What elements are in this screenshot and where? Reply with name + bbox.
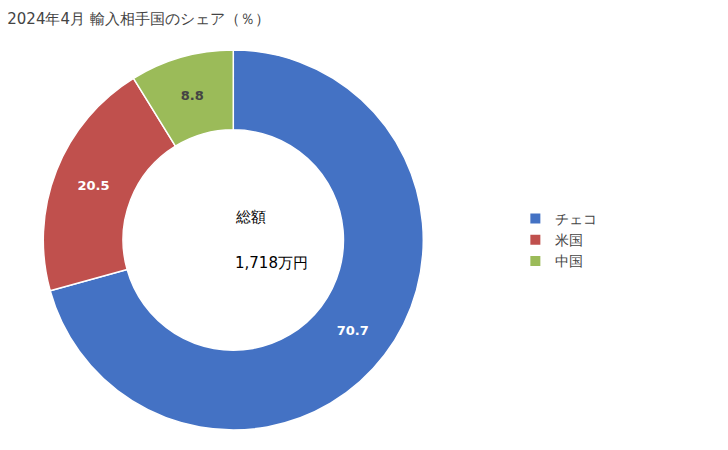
svg-text:70.7: 70.7	[337, 323, 369, 338]
svg-text:中国: 中国	[555, 253, 583, 269]
svg-text:米国: 米国	[555, 232, 583, 248]
svg-text:20.5: 20.5	[78, 178, 110, 193]
svg-text:チェコ: チェコ	[555, 211, 597, 227]
svg-text:2024年4月 輸入相手国のシェア（％）: 2024年4月 輸入相手国のシェア（％）	[7, 10, 270, 28]
svg-text:1,718万円: 1,718万円	[235, 254, 308, 272]
svg-text:8.8: 8.8	[181, 88, 204, 103]
svg-text:総額: 総額	[235, 208, 266, 226]
